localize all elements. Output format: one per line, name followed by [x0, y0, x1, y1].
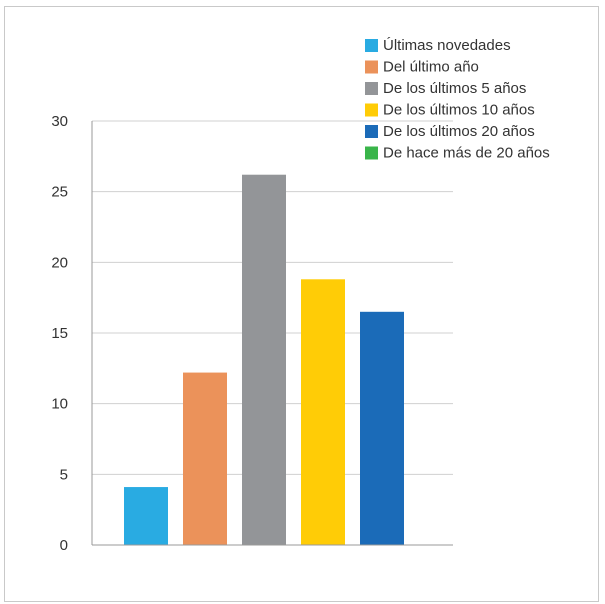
legend-label: De los últimos 5 años	[383, 80, 526, 97]
bar-1	[124, 487, 168, 545]
bar-5	[360, 311, 404, 545]
y-tick-label: 10	[51, 396, 68, 413]
y-tick-label: 25	[51, 184, 68, 201]
y-tick-label: 5	[60, 466, 68, 483]
y-tick-label: 15	[51, 325, 68, 342]
bar-2	[183, 372, 227, 545]
y-tick-label: 20	[51, 254, 68, 271]
bar-4	[301, 279, 345, 545]
legend-swatch	[365, 60, 378, 74]
legend-label: De hace más de 20 años	[383, 145, 550, 162]
legend-swatch	[365, 146, 378, 160]
y-tick-label: 30	[51, 113, 68, 130]
y-axis-ticks: 0 5 10 15 20 25 30	[51, 113, 68, 554]
legend-label: Últimas novedades	[383, 37, 511, 54]
y-tick-label: 0	[60, 537, 68, 554]
legend-label: Del último año	[383, 59, 479, 76]
legend-label: De los últimos 10 años	[383, 102, 535, 119]
legend-label: De los últimos 20 años	[383, 123, 535, 140]
bars	[124, 174, 404, 545]
bar-3	[242, 174, 286, 545]
legend-swatch	[365, 82, 378, 95]
legend-swatch	[365, 125, 378, 138]
legend-swatch	[365, 39, 378, 52]
legend: Últimas novedades Del último año De los úl…	[365, 37, 550, 162]
legend-swatch	[365, 103, 378, 117]
